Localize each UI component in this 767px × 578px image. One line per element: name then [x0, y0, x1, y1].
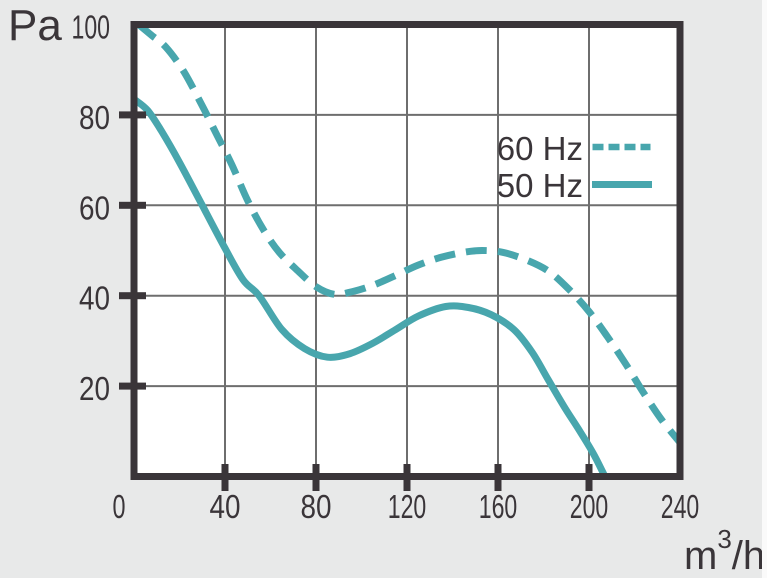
axis-ticks [119, 111, 593, 491]
x-tick-labels: 0 40 80 120 160 200 240 [113, 488, 700, 525]
x-unit-superscript: 3 [717, 524, 731, 554]
x-tick-label-240: 240 [661, 488, 700, 525]
y-tick-label-40: 40 [79, 280, 110, 317]
legend-label-50hz: 50 Hz [497, 167, 583, 204]
x-axis-tick-80 [312, 464, 320, 491]
y-tick-label-100: 100 [72, 9, 111, 46]
y-tick-label-80: 80 [79, 99, 110, 136]
legend: 60 Hz 50 Hz [497, 130, 652, 204]
x-unit-base: m [684, 534, 717, 578]
series-curves [137, 28, 677, 473]
page-edge-strip [762, 0, 767, 578]
series-line-50-hz [137, 97, 608, 473]
x-axis-tick-160 [494, 464, 502, 491]
y-axis-tick-40 [119, 292, 146, 300]
x-axis-tick-40 [221, 464, 229, 491]
x-tick-label-120: 120 [388, 488, 427, 525]
y-axis-unit-label: Pa [8, 1, 62, 50]
y-tick-label-60: 60 [79, 189, 110, 226]
series-line-60-hz [137, 28, 677, 444]
x-tick-label-0: 0 [113, 488, 126, 525]
y-tick-labels: 20 40 60 80 100 [72, 9, 111, 408]
gridlines [137, 28, 677, 473]
x-tick-label-160: 160 [479, 488, 518, 525]
y-axis-tick-20 [119, 382, 146, 390]
x-axis-unit-label: m3/h [684, 524, 765, 578]
x-tick-label-40: 40 [210, 488, 241, 525]
y-tick-label-20: 20 [79, 370, 110, 407]
x-tick-label-200: 200 [570, 488, 609, 525]
x-axis-tick-200 [585, 464, 593, 491]
x-tick-label-80: 80 [301, 488, 332, 525]
y-axis-tick-80 [119, 111, 146, 119]
x-unit-rest: /h [732, 534, 765, 578]
legend-label-60hz: 60 Hz [497, 130, 583, 167]
y-axis-tick-60 [119, 201, 146, 209]
x-axis-tick-120 [403, 464, 411, 491]
